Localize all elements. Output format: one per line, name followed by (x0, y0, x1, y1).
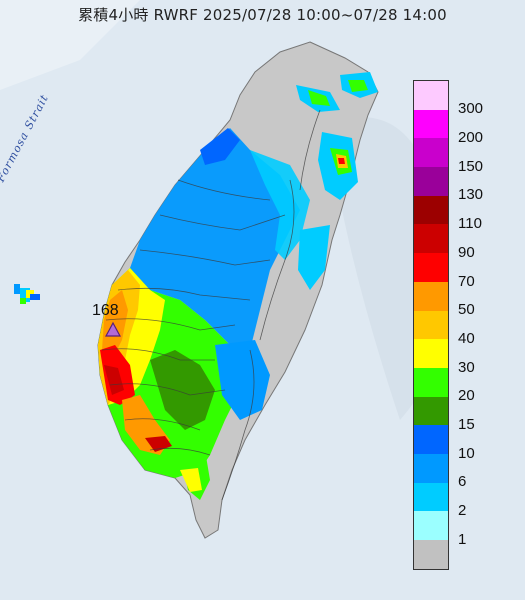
legend-label: 150 (458, 157, 484, 175)
rain-zone-darkred (104, 365, 124, 395)
legend-swatch (414, 453, 448, 483)
legend-swatch (414, 425, 448, 454)
legend-swatch (414, 138, 448, 168)
rain-zone-lightblue (250, 150, 310, 260)
legend-swatch (414, 109, 448, 139)
legend-label: 200 (458, 129, 484, 147)
legend-label: 20 (458, 387, 475, 405)
map-title: 累積4小時 RWRF 2025/07/28 10:00~07/28 14:00 (78, 6, 447, 24)
color-legend (413, 80, 449, 570)
legend-label: 1 (458, 530, 467, 548)
cloud-patch-nw (0, 0, 140, 90)
max-rain-marker-triangle-icon (104, 321, 122, 337)
legend-swatch (414, 253, 448, 282)
legend-swatch (414, 482, 448, 512)
legend-label: 50 (458, 301, 475, 319)
rain-zone-blue-north (200, 128, 240, 165)
rain-zone-central-blue (215, 340, 270, 420)
legend-swatch (414, 367, 448, 397)
max-rain-value: 168 (92, 302, 119, 319)
rain-zone-east-mid (298, 225, 330, 290)
rain-zone-south-red (145, 436, 172, 452)
legend-label: 40 (458, 329, 475, 347)
rain-zone-east-red (338, 158, 345, 164)
legend-label: 30 (458, 358, 475, 376)
legend-swatch (414, 167, 448, 196)
legend-label: 15 (458, 416, 475, 434)
legend-label: 10 (458, 444, 475, 462)
legend-swatch (414, 224, 448, 254)
legend-swatch (414, 339, 448, 368)
legend-label: 6 (458, 473, 467, 491)
penghu-islands (14, 284, 40, 304)
rain-zone-darkorange (102, 290, 128, 360)
legend-swatch (414, 396, 448, 426)
legend-swatch (414, 281, 448, 311)
legend-label: 110 (458, 215, 482, 233)
legend-label: 90 (458, 243, 475, 261)
legend-label: 130 (458, 186, 484, 204)
legend-swatch (414, 540, 448, 569)
legend-label: 300 (458, 100, 484, 118)
legend-swatch (414, 511, 448, 540)
river-basin-lines (101, 109, 321, 501)
legend-swatch (414, 310, 448, 340)
legend-swatch (414, 81, 448, 110)
rain-zone-ne-green (348, 80, 368, 92)
rain-zone-darkgreen (150, 350, 215, 430)
rain-zone-southtip-yellow (180, 468, 202, 492)
legend-label: 2 (458, 502, 467, 520)
legend-swatch (414, 195, 448, 225)
rain-zone-blue (130, 128, 300, 350)
legend-label: 70 (458, 272, 475, 290)
rain-zone-north-green (308, 90, 330, 106)
